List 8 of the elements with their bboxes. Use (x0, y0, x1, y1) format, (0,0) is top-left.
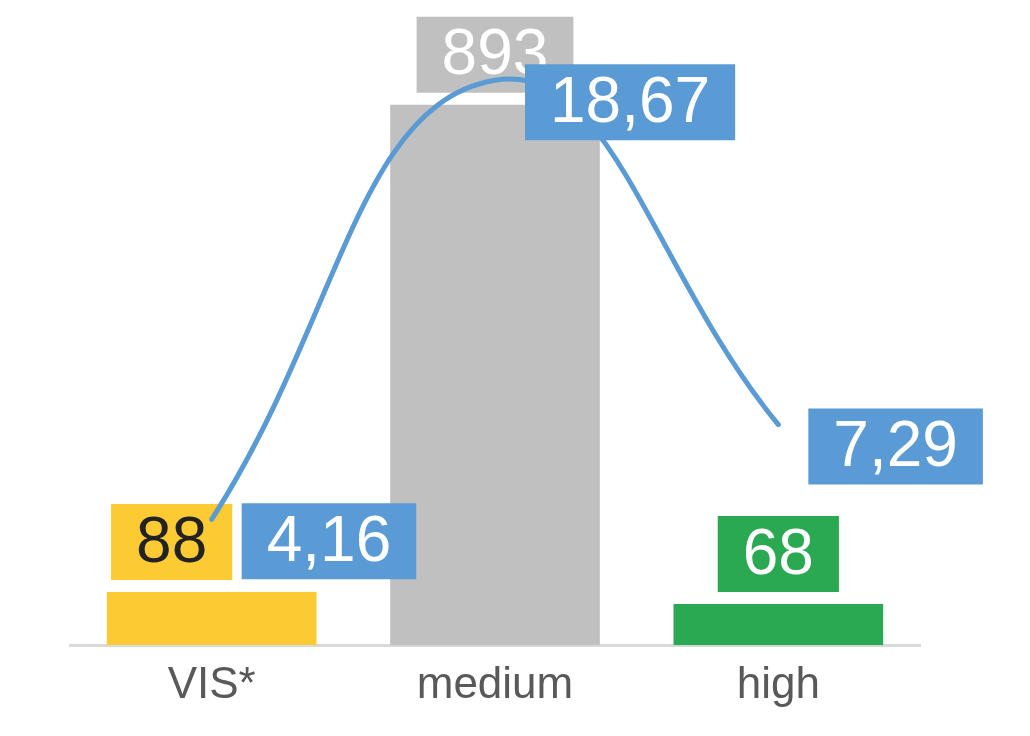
data-label: 4,16 (266, 502, 392, 575)
data-label: 88 (136, 503, 208, 576)
data-label: 68 (742, 515, 814, 588)
x-tick-label: VIS* (167, 657, 256, 707)
data-label: 18,67 (550, 63, 711, 136)
data-label: 7,29 (833, 408, 958, 481)
x-tick-label: high (736, 657, 820, 707)
x-tick-label: medium (416, 657, 574, 707)
